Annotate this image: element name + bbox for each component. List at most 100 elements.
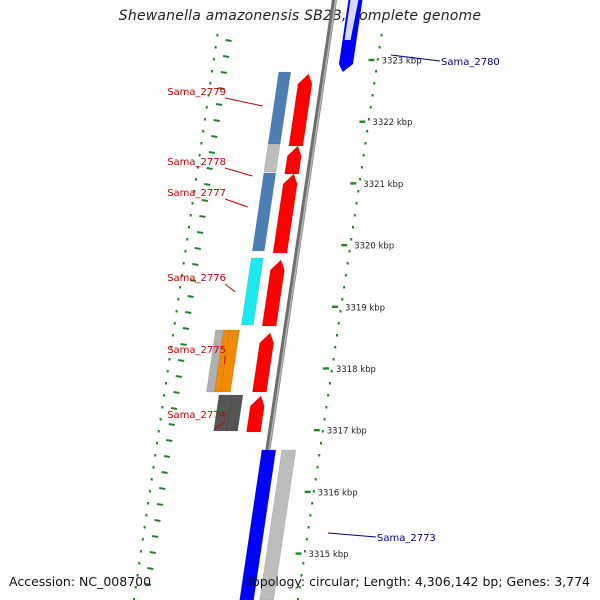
gene-label-sama_2775: Sama_2775 (167, 345, 226, 356)
boundary-dot-left (156, 442, 159, 445)
track-dash (222, 55, 230, 58)
gene-label-sama_2774: Sama_2774 (167, 410, 226, 421)
boundary-dot-left (211, 70, 214, 73)
kbp-label: 3317 kbp (327, 427, 367, 437)
boundary-dot-right (325, 406, 328, 409)
boundary-dot-right (362, 154, 365, 157)
track-dash (194, 247, 201, 250)
gene-layer (206, 0, 363, 600)
kbp-label: 3315 kbp (309, 550, 349, 560)
kbp-label: 3322 kbp (372, 118, 412, 128)
boundary-dot-right (369, 106, 372, 109)
track-dash (225, 39, 232, 42)
boundary-dot-right (378, 46, 381, 49)
feature-block-sama_2773 (259, 449, 297, 600)
boundary-dot-left (200, 142, 203, 145)
boundary-dot-right (298, 586, 301, 589)
boundary-dot-right (375, 70, 378, 73)
boundary-dot-right (350, 238, 353, 241)
boundary-dot-left (216, 34, 219, 37)
boundary-dot-left (132, 598, 135, 600)
track-dash (196, 231, 204, 234)
track-dash (156, 503, 164, 506)
boundary-dot-right (327, 394, 330, 397)
boundary-dot-left (195, 178, 198, 181)
boundary-dot-right (341, 298, 344, 301)
feature-block-sama_2776 (240, 257, 264, 326)
track-dash (180, 343, 187, 346)
boundary-dot-left (143, 526, 146, 529)
orf-arrow-sama_2775 (252, 332, 274, 393)
orf-arrow-sama_2777 (272, 173, 298, 254)
boundary-dot-left (164, 382, 167, 385)
track-dash (208, 151, 216, 154)
boundary-dot-left (150, 478, 153, 481)
orf-arrow-sama_2779 (288, 73, 313, 147)
boundary-dot-right (339, 310, 342, 313)
boundary-dot-right (311, 502, 314, 505)
leader-line-sama_2778 (224, 167, 253, 177)
gene-label-sama_2778: Sama_2778 (167, 157, 226, 168)
boundary-dot-left (163, 394, 166, 397)
track-dash (220, 71, 227, 74)
kbp-label: 3323 kbp (382, 57, 422, 67)
track-dash (144, 583, 152, 586)
track-dash (159, 487, 166, 490)
track-dash (206, 167, 213, 170)
boundary-dot-left (212, 58, 215, 61)
boundary-dot-left (161, 406, 164, 409)
boundary-dot-left (168, 358, 171, 361)
boundary-dot-right (359, 178, 362, 181)
boundary-dot-right (344, 274, 347, 277)
boundary-dot-right (336, 334, 339, 337)
feature-block-orange (214, 329, 230, 393)
boundary-dot-left (172, 334, 175, 337)
boundary-dot-right (330, 370, 333, 373)
boundary-dot-left (193, 190, 196, 193)
boundary-dot-left (203, 118, 206, 121)
boundary-dot-right (337, 322, 340, 325)
boundary-dot-right (360, 166, 363, 169)
accession-text: Accession: NC_008700 (9, 574, 152, 589)
kbp-label: 3316 kbp (318, 488, 358, 498)
kbp-label: 3318 kbp (336, 365, 376, 375)
gene-label-sama_2773: Sama_2773 (377, 533, 436, 544)
boundary-dot-left (182, 262, 185, 265)
label-layer: Sama_2779 Sama_2778 Sama_2777 Sama_2776 Sama… (167, 54, 500, 544)
track-dash (215, 103, 223, 106)
feature-block-sama_2778 (263, 143, 281, 173)
boundary-dot-left (189, 214, 192, 217)
orf-arrow-sama_2774 (246, 395, 265, 433)
boundary-dot-right (309, 514, 312, 517)
boundary-dot-left (138, 562, 141, 565)
boundary-dot-left (154, 454, 157, 457)
boundary-dot-left (152, 466, 155, 469)
boundary-dot-left (159, 418, 162, 421)
boundary-dot-left (157, 430, 160, 433)
boundary-dot-left (166, 370, 169, 373)
track-dash (211, 135, 218, 138)
boundary-dot-left (148, 490, 151, 493)
boundary-dot-right (328, 382, 331, 385)
boundary-dot-right (307, 526, 310, 529)
boundary-dot-right (314, 478, 317, 481)
boundary-dot-right (348, 250, 351, 253)
boundary-dot-left (173, 322, 176, 325)
orf-arrow-sama_2776 (261, 259, 285, 327)
leader-line-sama_2776 (224, 283, 236, 293)
boundary-dot-left (214, 46, 217, 49)
boundary-dot-left (179, 286, 182, 289)
track-dash (170, 407, 178, 410)
leader-line-sama_2779 (224, 97, 263, 107)
track-dash (163, 455, 171, 458)
gene-label-sama_2779: Sama_2779 (167, 87, 226, 98)
track-dash (187, 295, 194, 298)
tick-layer: 3323 kbp 3322 kbp 3321 kbp 3320 kbp 3319 kbp… (295, 57, 422, 560)
feature-block-dark (213, 394, 233, 432)
gene-label-sama_2777: Sama_2777 (167, 188, 226, 199)
boundary-dot-right (312, 490, 315, 493)
track-dash (192, 263, 199, 266)
boundary-dot-right (302, 562, 305, 565)
track-dash (199, 215, 206, 218)
boundary-dot-left (177, 298, 180, 301)
